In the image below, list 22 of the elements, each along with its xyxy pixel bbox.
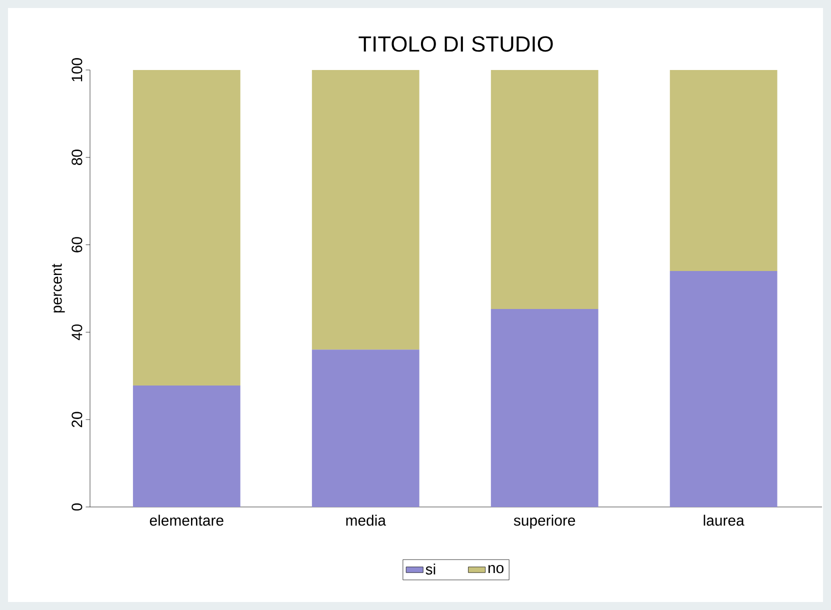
- bar: [490, 309, 598, 507]
- y-tick-label: 80: [72, 150, 82, 166]
- y-tick-label: 40: [72, 324, 82, 340]
- x-tick-label: media: [346, 514, 386, 526]
- y-tick-label: 0: [72, 503, 82, 511]
- y-tick-label: 20: [72, 412, 82, 428]
- y-tick-label: 60: [72, 237, 82, 252]
- x-tick-label: laurea: [704, 514, 744, 526]
- bar: [670, 70, 778, 272]
- bar: [490, 70, 598, 310]
- chart-title: TITOLO DI STUDIO: [358, 36, 553, 52]
- legend-label: si: [426, 564, 436, 575]
- y-tick-label: 100: [72, 58, 82, 82]
- x-tick-label: elementare: [150, 514, 224, 526]
- bar: [132, 386, 240, 507]
- bar: [312, 350, 420, 507]
- bar: [670, 271, 778, 507]
- x-tick-label: superiore: [514, 514, 576, 529]
- y-axis-title: percent: [52, 264, 65, 312]
- legend-label: no: [488, 565, 504, 574]
- bar: [312, 70, 420, 350]
- bar: [132, 70, 240, 386]
